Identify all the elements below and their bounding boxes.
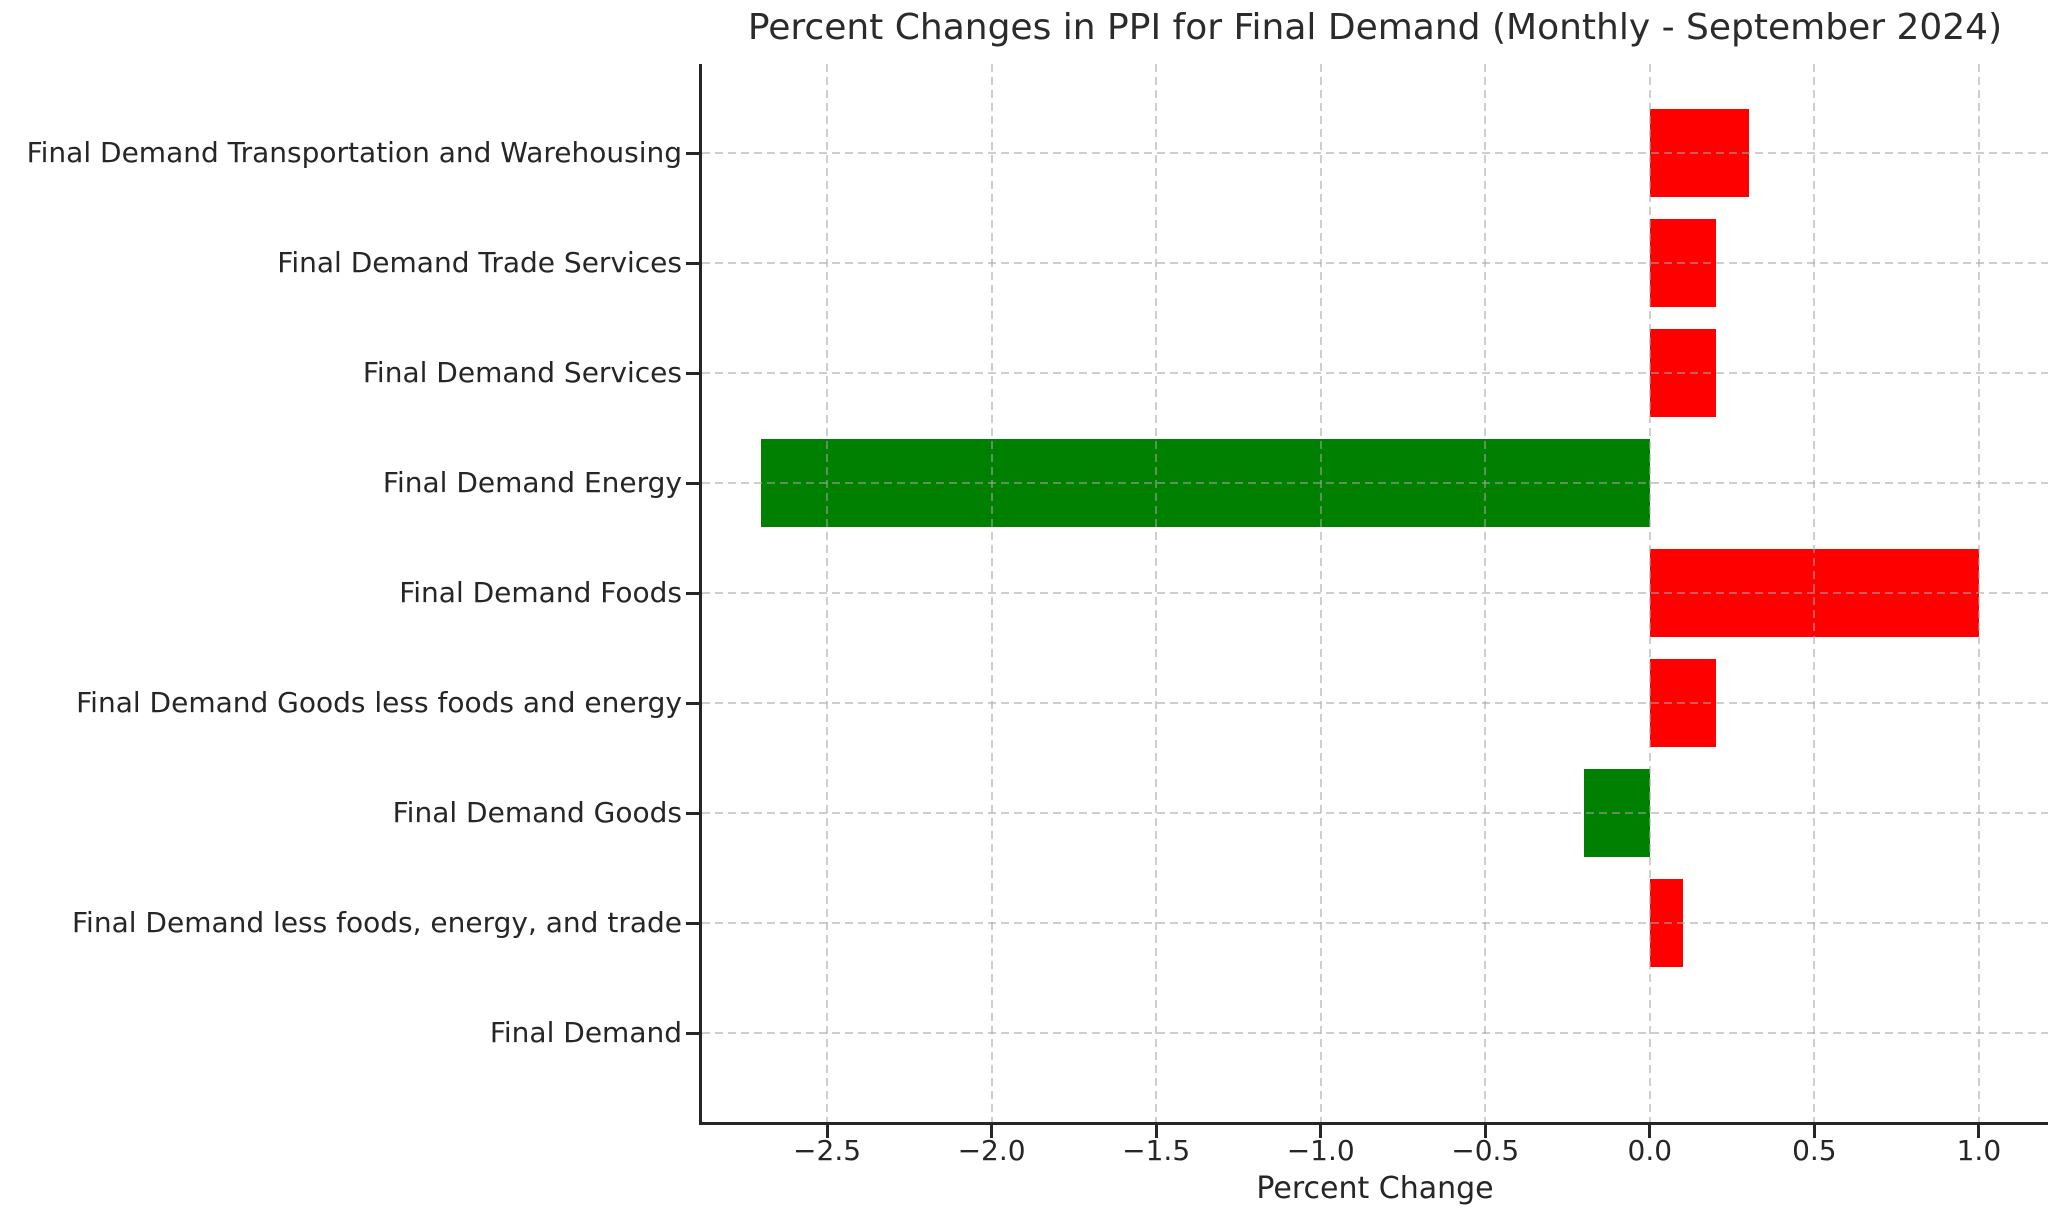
y-tick-mark bbox=[686, 921, 699, 925]
x-tick-mark bbox=[1812, 1125, 1816, 1138]
h-gridline-final-demand-transportation-and-warehousing bbox=[702, 152, 2048, 154]
y-category-label-final-demand: Final Demand bbox=[489, 1016, 682, 1049]
y-tick-mark bbox=[686, 811, 699, 815]
x-tick-label: −2.5 bbox=[793, 1134, 862, 1167]
x-tick-mark bbox=[825, 1125, 829, 1138]
y-tick-mark bbox=[686, 261, 699, 265]
x-axis-label: Percent Change bbox=[1256, 1171, 1494, 1206]
h-gridline-final-demand-energy bbox=[702, 482, 2048, 484]
x-tick-mark bbox=[1648, 1125, 1652, 1138]
x-tick-mark bbox=[990, 1125, 994, 1138]
x-tick-label: 0.0 bbox=[1627, 1134, 1673, 1167]
y-tick-mark bbox=[686, 591, 699, 595]
x-tick-mark bbox=[1483, 1125, 1487, 1138]
h-gridline-final-demand-goods bbox=[702, 812, 2048, 814]
h-gridline-final-demand-less-foods-energy-and-trade bbox=[702, 922, 2048, 924]
x-tick-label: 1.0 bbox=[1956, 1134, 2002, 1167]
y-tick-mark bbox=[686, 1031, 699, 1035]
plot-area bbox=[686, 64, 2048, 1138]
h-gridline-final-demand bbox=[702, 1032, 2048, 1034]
h-gridline-final-demand-goods-less-foods-and-energy bbox=[702, 702, 2048, 704]
h-gridline-final-demand-trade-services bbox=[702, 262, 2048, 264]
x-tick-label: −1.5 bbox=[1122, 1134, 1191, 1167]
y-axis-spine bbox=[699, 64, 702, 1122]
y-category-label-final-demand-goods-less-foods-and-energy: Final Demand Goods less foods and energy bbox=[76, 686, 682, 719]
x-tick-label: −2.0 bbox=[957, 1134, 1026, 1167]
h-gridline-final-demand-foods bbox=[702, 592, 2048, 594]
y-category-label-final-demand-less-foods-energy-and-trade: Final Demand less foods, energy, and tra… bbox=[71, 906, 682, 939]
y-tick-mark bbox=[686, 481, 699, 485]
y-category-label-final-demand-services: Final Demand Services bbox=[362, 356, 682, 389]
y-category-label-final-demand-energy: Final Demand Energy bbox=[382, 466, 682, 499]
y-category-label-final-demand-foods: Final Demand Foods bbox=[399, 576, 682, 609]
x-tick-label: −1.0 bbox=[1286, 1134, 1355, 1167]
y-category-label-final-demand-goods: Final Demand Goods bbox=[392, 796, 682, 829]
h-gridline-final-demand-services bbox=[702, 372, 2048, 374]
y-category-label-final-demand-transportation-and-warehousing: Final Demand Transportation and Warehous… bbox=[26, 136, 682, 169]
x-axis-spine bbox=[699, 1122, 2048, 1125]
x-tick-label: 0.5 bbox=[1792, 1134, 1837, 1167]
x-tick-mark bbox=[1977, 1125, 1981, 1138]
y-category-label-final-demand-trade-services: Final Demand Trade Services bbox=[277, 246, 682, 279]
x-tick-label: −0.5 bbox=[1451, 1134, 1520, 1167]
x-tick-mark bbox=[1154, 1125, 1158, 1138]
chart-title: Percent Changes in PPI for Final Demand … bbox=[747, 7, 2003, 48]
y-tick-mark bbox=[686, 371, 699, 375]
x-tick-mark bbox=[1319, 1125, 1323, 1138]
y-tick-mark bbox=[686, 701, 699, 705]
y-tick-mark bbox=[686, 151, 699, 155]
